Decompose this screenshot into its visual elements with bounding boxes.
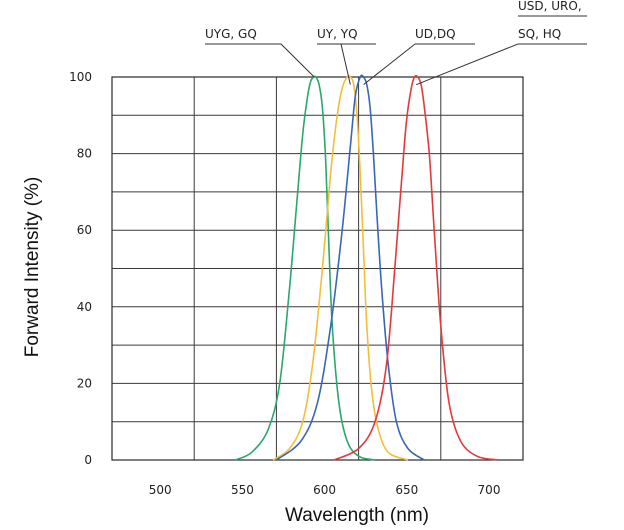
annotation-ud-dq: UD,DQ — [415, 27, 456, 41]
y-tick-label: 20 — [77, 376, 92, 390]
annotation-uyg-gq: UYG, GQ — [205, 27, 257, 41]
series-line-blue — [275, 74, 425, 461]
tick-labels: 0 20 40 60 80 100 500 550 600 650 700 — [69, 70, 500, 497]
x-tick-label: 600 — [313, 483, 336, 497]
leader-line — [363, 43, 416, 86]
x-tick-label: 700 — [478, 483, 501, 497]
series-line-yellow — [272, 75, 409, 461]
annotations: UYG, GQ UY, YQ UD,DQ USD, URO, SQ, HQ — [205, 0, 582, 41]
annotation-usd-uro: USD, URO, — [518, 0, 582, 13]
leader-line — [415, 43, 519, 86]
y-tick-label: 40 — [77, 300, 92, 314]
y-tick-label: 60 — [77, 223, 92, 237]
annotation-uy-yq: UY, YQ — [317, 27, 358, 41]
y-tick-label: 80 — [77, 147, 92, 161]
x-tick-label: 650 — [395, 483, 418, 497]
series-line-red — [333, 75, 499, 461]
leader-lines — [205, 15, 587, 86]
plot-frame — [111, 76, 524, 461]
annotation-sq-hq: SQ, HQ — [518, 27, 561, 41]
leader-line — [280, 43, 315, 78]
x-axis-label: Wavelength (nm) — [285, 505, 429, 526]
x-tick-label: 550 — [231, 483, 254, 497]
series-lines — [234, 74, 499, 461]
y-axis-label: Forward Intensity (%) — [22, 177, 43, 358]
y-tick-label: 100 — [69, 70, 92, 84]
grid — [111, 76, 524, 461]
leader-line — [340, 43, 351, 85]
x-tick-label: 500 — [149, 483, 172, 497]
y-tick-label: 0 — [84, 453, 92, 467]
series-line-green — [234, 75, 376, 461]
